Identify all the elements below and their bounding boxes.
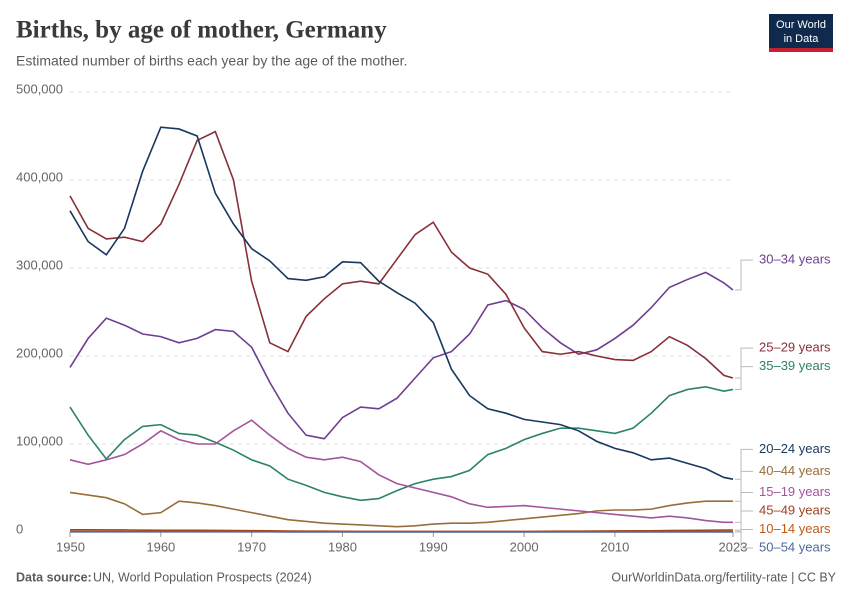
source-url[interactable]: OurWorldinData.org/fertility-rate | CC B…: [611, 570, 836, 584]
label-connector: [735, 511, 753, 530]
y-tick-label: 400,000: [16, 169, 63, 184]
y-tick-label: 300,000: [16, 257, 63, 272]
legend-label: 20–24 years: [759, 441, 831, 456]
label-connector: [735, 348, 753, 378]
y-tick-label: 200,000: [16, 345, 63, 360]
logo-stripe: [769, 48, 833, 52]
x-tick-label: 2023: [719, 539, 748, 554]
label-connector: [735, 493, 753, 523]
x-tick-label: 1980: [328, 539, 357, 554]
label-connector: [735, 471, 753, 501]
source: UN, World Population Prospects (2024): [93, 570, 312, 584]
y-tick-label: 100,000: [16, 433, 63, 448]
legend-label: 30–34 years: [759, 252, 831, 267]
logo-text: Our World: [776, 19, 826, 31]
series-line: [70, 132, 733, 378]
legend-label: 15–19 years: [759, 484, 831, 499]
chart-title: Births, by age of mother, Germany: [16, 17, 387, 44]
chart-subtitle: Estimated number of births each year by …: [16, 53, 407, 69]
x-tick-label: 2000: [510, 539, 539, 554]
x-tick-label: 1990: [419, 539, 448, 554]
legend-label: 35–39 years: [759, 358, 831, 373]
legend-label: 45–49 years: [759, 502, 831, 517]
series-line: [70, 492, 733, 526]
y-tick-label: 0: [16, 521, 23, 536]
y-tick-label: 500,000: [16, 81, 63, 96]
x-tick-label: 2010: [600, 539, 629, 554]
legend-label: 40–44 years: [759, 463, 831, 478]
x-tick-label: 1970: [237, 539, 266, 554]
source-label: Data source:: [16, 570, 92, 584]
legend-label: 25–29 years: [759, 340, 831, 355]
label-connector: [735, 449, 753, 479]
x-tick-label: 1960: [146, 539, 175, 554]
logo-text: in Data: [784, 33, 820, 45]
legend-label: 10–14 years: [759, 521, 831, 536]
x-tick-label: 1950: [56, 539, 85, 554]
legend-label: 50–54 years: [759, 539, 831, 554]
label-connector: [735, 260, 753, 290]
